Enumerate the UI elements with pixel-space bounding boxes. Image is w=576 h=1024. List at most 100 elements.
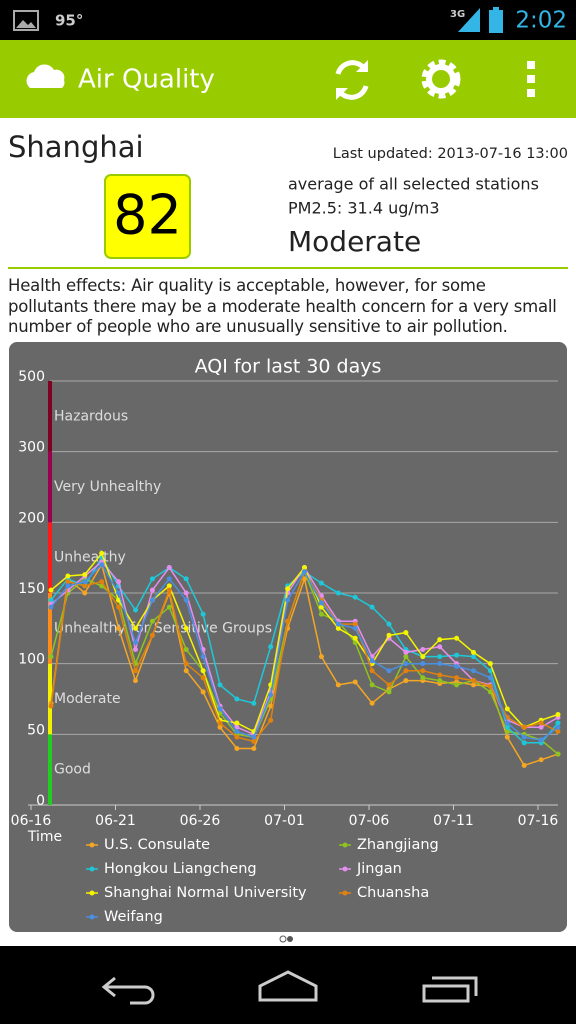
data-point [234,720,240,726]
action-bar [0,40,576,118]
data-point [521,734,527,740]
data-point [217,720,223,726]
data-point [420,675,426,681]
divider [8,267,568,269]
data-point [487,668,493,674]
data-point [166,565,172,571]
data-point [437,637,443,643]
home-button[interactable] [258,970,318,1002]
data-point [268,717,274,723]
chart-title: AQI for last 30 days [195,356,382,378]
app-title: Air Quality [78,65,215,95]
overflow-menu[interactable] [527,61,535,97]
data-point [149,618,155,624]
data-point [234,729,240,735]
legend-marker [89,890,95,896]
data-point [420,647,426,653]
band-label: Unhealthy [54,550,126,566]
data-point [454,682,460,688]
data-point [335,682,341,688]
data-point [403,678,409,684]
x-tick-label: 06-21 [95,813,136,829]
x-tick-label: 07-06 [349,813,390,829]
band-bar [48,381,52,452]
data-point [133,647,138,653]
data-point [352,625,358,631]
data-point [538,757,544,763]
refresh-arc [338,85,369,100]
data-point [352,621,358,627]
data-point [487,675,493,681]
recents-button[interactable] [422,976,478,1003]
band-bar [48,593,52,664]
data-point [352,679,358,685]
data-point [437,678,443,684]
data-point [48,654,54,660]
band-label: Good [54,762,91,778]
legend-marker [342,890,348,896]
data-point [437,661,443,667]
refresh-button[interactable] [335,60,369,100]
data-point [149,597,155,603]
health-effects: Health effects: Air quality is acceptabl… [8,276,557,336]
data-point [471,649,476,655]
data-point [335,590,341,596]
data-point [234,696,240,702]
data-point [268,644,274,650]
data-point [521,740,527,746]
data-point [521,724,527,730]
data-point [437,654,443,660]
data-point [183,647,189,653]
data-point [352,635,358,641]
data-point [166,587,172,593]
data-point [116,604,122,610]
data-point [251,738,257,744]
gallery-icon [13,10,39,31]
data-point [82,583,88,589]
y-tick-label: 300 [18,440,45,456]
legend-marker [342,866,348,872]
legend-label: Hongkou Liangcheng [104,861,257,877]
data-point [487,661,493,667]
data-point [166,576,172,582]
data-point [166,604,172,610]
menu-dot [527,89,535,97]
data-point [386,682,392,688]
data-point [504,724,510,730]
band-label: Unhealthy for Sensitive Groups [54,620,272,636]
data-point [403,668,409,674]
data-point [403,661,409,667]
data-point [133,678,138,684]
data-point [335,621,341,627]
data-point [521,762,527,768]
nav-bar [0,946,576,1024]
data-point [268,703,274,709]
x-axis-title: Time [27,829,62,845]
data-point [183,661,189,667]
data-point [285,597,291,603]
band-bar [48,734,52,805]
x-tick-label: 07-01 [264,813,305,829]
legend-label: Shanghai Normal University [104,885,307,901]
back-button[interactable] [101,976,155,1005]
refresh-arrows [336,60,368,100]
page-dot[interactable] [279,935,287,943]
data-point [217,682,223,688]
data-point [471,682,476,688]
menu-dot [527,75,535,83]
legend-marker [342,842,348,848]
settings-button[interactable] [421,59,461,99]
band-bar [48,451,52,523]
aqi-value: 82 [113,184,182,247]
page-dot-active[interactable] [287,936,293,942]
data-point [504,706,510,712]
data-point [318,654,324,660]
data-point [386,689,392,695]
app-icon[interactable] [26,64,65,88]
data-point [133,607,138,613]
data-point [133,639,138,645]
data-point [555,720,561,726]
data-point [369,604,375,610]
data-point [200,611,206,617]
data-point [454,663,460,669]
